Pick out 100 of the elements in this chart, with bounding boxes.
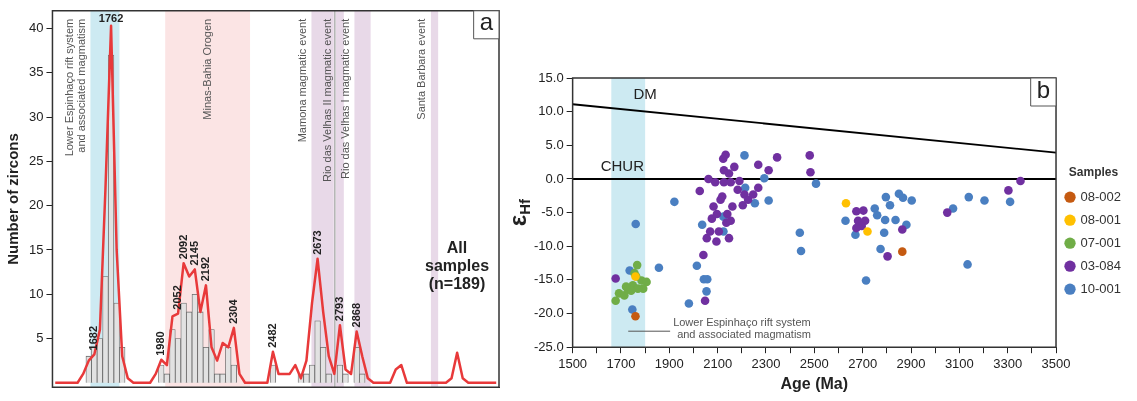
x-axis-title: Age (Ma) xyxy=(780,374,849,392)
annotation: 2673 xyxy=(310,230,323,255)
point xyxy=(891,215,900,225)
point xyxy=(699,250,708,260)
point xyxy=(1016,176,1025,186)
point xyxy=(876,244,885,254)
y-axis-title: εHf xyxy=(503,199,534,227)
point xyxy=(611,296,620,306)
point xyxy=(885,200,895,210)
point xyxy=(863,227,872,236)
point xyxy=(1005,197,1015,207)
point xyxy=(748,190,758,199)
point xyxy=(898,247,907,256)
point xyxy=(702,287,711,296)
y-tick-label: -15.0 xyxy=(533,271,564,287)
y-tick-label: 10 xyxy=(28,285,44,301)
x-tick-label: 2500 xyxy=(799,355,829,371)
point xyxy=(692,261,702,271)
x-tick-label: 2100 xyxy=(703,355,733,371)
point xyxy=(841,198,851,208)
x-tick-label: 2700 xyxy=(848,355,878,371)
point xyxy=(841,216,850,225)
annotation: 2145 xyxy=(187,240,200,266)
chart-title: a xyxy=(479,8,494,36)
point xyxy=(712,237,721,246)
point xyxy=(772,153,782,162)
point xyxy=(753,160,763,170)
annotation: 2304 xyxy=(226,298,239,324)
point xyxy=(611,274,620,283)
point xyxy=(806,167,815,177)
point xyxy=(760,173,769,183)
point xyxy=(702,233,712,243)
point xyxy=(670,197,679,207)
point xyxy=(724,233,734,243)
x-tick-label: 3300 xyxy=(993,355,1023,371)
annotation: 2793 xyxy=(332,296,345,322)
annotation: All samples (n=189) xyxy=(424,239,490,293)
annotation: 2052 xyxy=(171,285,184,310)
x-tick-label: 2300 xyxy=(751,355,781,371)
point xyxy=(861,276,871,285)
point xyxy=(628,305,637,314)
point xyxy=(730,162,739,172)
x-tick-label: 1700 xyxy=(606,355,636,371)
point xyxy=(695,186,705,196)
annotation: Mamona magmatic event xyxy=(295,18,308,143)
point xyxy=(707,214,717,223)
point xyxy=(879,228,889,238)
point xyxy=(631,219,641,229)
point xyxy=(753,183,763,192)
point xyxy=(880,215,890,225)
point xyxy=(717,192,727,201)
annotation: Santa Barbara event xyxy=(415,18,428,120)
point xyxy=(733,185,743,195)
annotation: Rio das Velhas I magmatic event xyxy=(338,18,351,179)
y-tick-label: 5.0 xyxy=(545,136,564,152)
y-tick-label: 15 xyxy=(28,241,44,257)
annotation: 1980 xyxy=(154,331,167,356)
annotation: Rio das Velhas II magmatic event xyxy=(320,18,333,183)
point xyxy=(870,204,880,213)
point xyxy=(796,246,806,256)
annotation: 1682 xyxy=(87,325,100,351)
legend-label: 07-001 xyxy=(1080,234,1122,250)
x-tick-label: 2900 xyxy=(896,355,926,371)
legend-label: 08-001 xyxy=(1080,211,1122,227)
y-tick-label: 25 xyxy=(28,152,44,168)
x-tick-label: 1500 xyxy=(558,355,588,371)
point xyxy=(735,176,744,186)
point xyxy=(764,196,773,205)
point xyxy=(714,227,724,236)
x-tick-label: 3100 xyxy=(944,355,974,371)
annotation: 2868 xyxy=(349,302,362,328)
point xyxy=(980,196,989,205)
ref-line-label: CHUR xyxy=(600,156,645,174)
y-tick-label: -20.0 xyxy=(533,305,564,321)
annotation: 2192 xyxy=(198,256,211,282)
y-tick-label: 40 xyxy=(28,20,44,36)
point xyxy=(704,174,713,184)
point xyxy=(750,198,760,208)
point xyxy=(738,200,748,210)
y-tick-label: 15.0 xyxy=(538,69,564,85)
chart-title: b xyxy=(1036,75,1051,103)
point xyxy=(805,151,815,160)
annotation: 2092 xyxy=(176,234,189,260)
point xyxy=(620,291,629,300)
point xyxy=(872,210,882,220)
y-tick-label: 30 xyxy=(28,108,44,124)
point xyxy=(642,277,651,287)
y-tick-label: -10.0 xyxy=(533,237,564,253)
point xyxy=(852,223,861,233)
annotation: Minas-Bahia Orogen xyxy=(200,18,213,120)
y-tick-label: -25.0 xyxy=(533,338,564,354)
point xyxy=(898,193,908,203)
legend-label: 03-084 xyxy=(1080,257,1122,273)
x-tick-label: 1900 xyxy=(654,355,684,371)
point xyxy=(907,196,917,205)
y-tick-label: 20 xyxy=(28,197,44,213)
point xyxy=(898,225,907,234)
point xyxy=(697,220,707,230)
point xyxy=(811,179,821,188)
x-tick-label: 3500 xyxy=(1041,355,1071,371)
